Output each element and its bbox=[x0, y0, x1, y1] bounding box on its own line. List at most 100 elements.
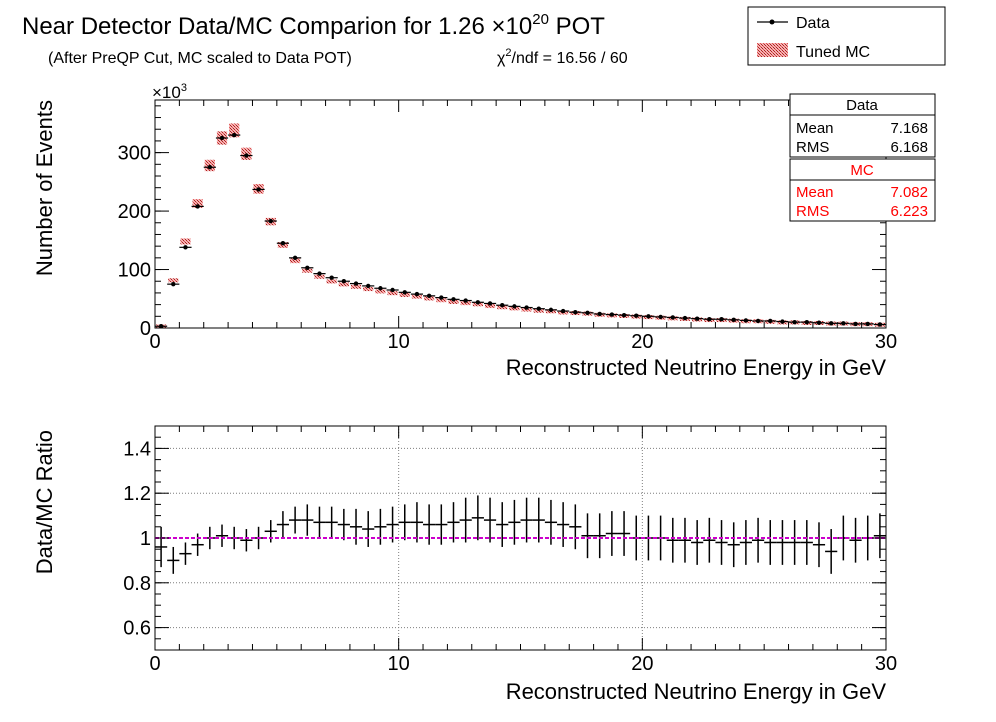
data-point bbox=[414, 291, 420, 297]
ratio-points-group bbox=[155, 495, 886, 574]
data-point bbox=[548, 307, 554, 313]
data-point bbox=[694, 316, 700, 321]
x-tick-label: 0 bbox=[149, 653, 160, 675]
x-tick-label: 10 bbox=[388, 331, 410, 353]
mc-band bbox=[290, 258, 301, 264]
data-point bbox=[841, 321, 846, 326]
chi2-label: χ2/ndf = 16.56 / 60 bbox=[497, 47, 628, 67]
data-point bbox=[341, 279, 347, 284]
data-point bbox=[317, 271, 322, 276]
spectrum-frame bbox=[154, 99, 887, 329]
mc-band bbox=[411, 294, 423, 299]
mc-band bbox=[168, 278, 179, 283]
data-point bbox=[792, 319, 797, 325]
legend-data-marker bbox=[769, 19, 775, 25]
y-tick-label: 100 bbox=[118, 260, 151, 282]
y-tick-label: 0 bbox=[140, 318, 151, 340]
mc-band bbox=[424, 296, 435, 301]
data-point bbox=[256, 187, 261, 192]
data-point bbox=[634, 313, 639, 318]
data-point bbox=[524, 305, 529, 310]
stats-mc-mean-value: 7.082 bbox=[890, 184, 928, 201]
ratio-axes: 0 10 20 30 0.6 0.8 1 1.2 1.4 bbox=[123, 425, 897, 675]
data-point bbox=[268, 218, 273, 224]
data-point bbox=[597, 311, 602, 317]
stats-data-mean-value: 7.168 bbox=[890, 120, 928, 137]
data-point bbox=[512, 304, 517, 309]
y-tick-label: 300 bbox=[118, 143, 151, 165]
mc-band bbox=[399, 292, 410, 297]
stats-data-frame bbox=[789, 93, 936, 158]
mc-band bbox=[460, 301, 471, 306]
data-point bbox=[755, 318, 761, 324]
x-tick-label: 30 bbox=[875, 331, 897, 353]
mc-band bbox=[326, 279, 337, 284]
data-point bbox=[853, 321, 858, 327]
ratio-x-label: Reconstructed Neutrino Energy in GeV bbox=[506, 679, 887, 704]
legend: Data Tuned MC bbox=[747, 6, 946, 66]
data-point bbox=[231, 132, 237, 138]
data-point bbox=[646, 314, 651, 319]
data-point bbox=[609, 312, 615, 317]
data-point bbox=[828, 321, 834, 326]
y-tick-label: 200 bbox=[118, 201, 151, 223]
mc-band bbox=[436, 298, 447, 303]
stats-mc-title: MC bbox=[850, 162, 873, 179]
data-point bbox=[877, 322, 883, 327]
mc-band bbox=[375, 289, 386, 294]
spectrum-y-label: Number of Events bbox=[32, 100, 57, 276]
data-point bbox=[451, 297, 456, 302]
data-point bbox=[500, 303, 505, 308]
data-point bbox=[207, 165, 213, 170]
data-point bbox=[658, 314, 663, 320]
mc-band bbox=[448, 299, 459, 304]
data-point bbox=[670, 315, 675, 320]
stats-box-mc: MC Mean 7.082 RMS 6.223 bbox=[789, 158, 936, 222]
spectrum-x-label: Reconstructed Neutrino Energy in GeV bbox=[506, 355, 887, 380]
mc-band bbox=[484, 304, 496, 309]
data-point bbox=[463, 298, 468, 303]
data-point bbox=[219, 135, 225, 141]
data-point bbox=[768, 318, 773, 324]
legend-mc-label: Tuned MC bbox=[796, 44, 870, 61]
data-point bbox=[439, 295, 444, 300]
data-point bbox=[183, 245, 188, 250]
data-point bbox=[426, 293, 432, 299]
stats-mc-mean-label: Mean bbox=[796, 184, 834, 201]
x-tick-label: 10 bbox=[388, 653, 410, 675]
stats-data-rms-value: 6.168 bbox=[890, 139, 928, 156]
figure-title: Near Detector Data/MC Comparion for 1.26… bbox=[22, 11, 605, 40]
data-point bbox=[719, 317, 724, 322]
y-tick-label: 1 bbox=[140, 528, 151, 550]
stats-box-data: Data Mean 7.168 RMS 6.168 bbox=[789, 93, 936, 158]
data-point bbox=[305, 265, 310, 270]
data-point bbox=[475, 300, 481, 305]
ratio-panel: 0 10 20 30 0.6 0.8 1 1.2 1.4 Data/MC Ratio Recon… bbox=[32, 425, 897, 704]
data-point bbox=[536, 306, 541, 311]
data-point bbox=[390, 287, 395, 293]
mc-band bbox=[350, 284, 362, 289]
data-point bbox=[195, 204, 200, 209]
data-point bbox=[366, 283, 371, 289]
mc-band-group bbox=[156, 123, 885, 329]
data-point bbox=[487, 301, 493, 306]
data-point bbox=[280, 241, 286, 246]
x-tick-label: 0 bbox=[149, 331, 160, 353]
x-tick-label: 20 bbox=[631, 331, 653, 353]
stats-mc-rms-value: 6.223 bbox=[890, 203, 928, 220]
data-point bbox=[353, 281, 359, 286]
data-point bbox=[244, 153, 249, 158]
data-point bbox=[865, 321, 870, 327]
mc-band bbox=[338, 282, 349, 287]
data-point bbox=[158, 324, 164, 329]
data-point bbox=[573, 310, 578, 315]
stats-data-rms-label: RMS bbox=[796, 139, 829, 156]
mc-band bbox=[192, 199, 203, 208]
data-point bbox=[402, 290, 407, 295]
ratio-y-label: Data/MC Ratio bbox=[32, 430, 57, 574]
stats-mc-frame bbox=[789, 158, 936, 222]
x-tick-label: 20 bbox=[631, 653, 653, 675]
